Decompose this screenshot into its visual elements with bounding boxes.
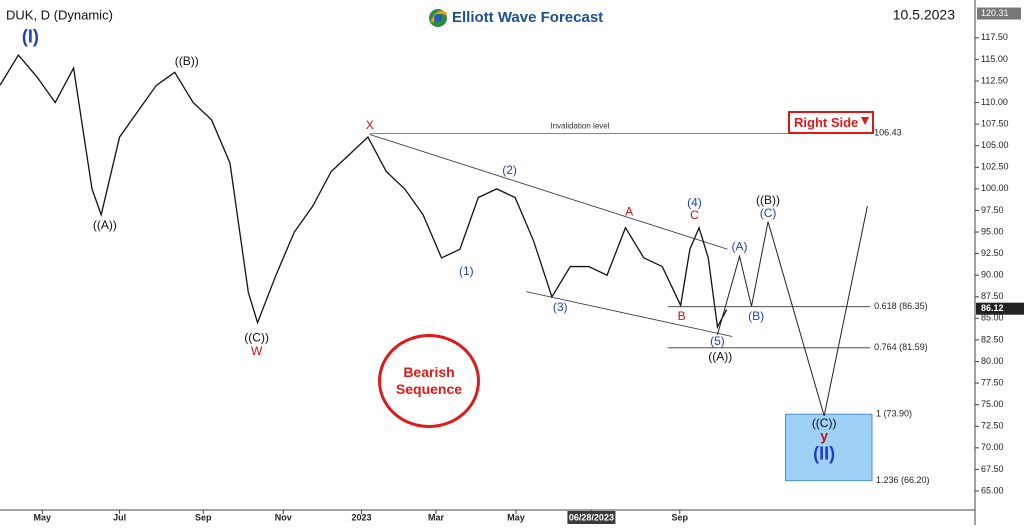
wave-label: A xyxy=(625,204,633,218)
y-tick-label: 70.00 xyxy=(981,442,1004,452)
top-price-label: 120.31 xyxy=(981,8,1009,18)
x-tick-label: May xyxy=(34,512,52,522)
channel-line xyxy=(369,134,728,250)
x-tick-label: Mar xyxy=(428,512,445,522)
projection-line xyxy=(716,206,868,417)
arrow-icon xyxy=(861,117,870,125)
wave-label: ((A)) xyxy=(93,218,117,232)
y-tick-label: 105.00 xyxy=(981,140,1009,150)
level-label: 1 (73.90) xyxy=(876,409,912,419)
x-tick-label: Nov xyxy=(275,512,292,522)
y-tick-label: 67.50 xyxy=(981,464,1004,474)
level-label: 1.236 (66.20) xyxy=(876,475,930,485)
y-tick-label: 80.00 xyxy=(981,356,1004,366)
wave-label: (I) xyxy=(22,27,39,47)
y-tick-label: 77.50 xyxy=(981,377,1004,387)
y-tick-label: 72.50 xyxy=(981,421,1004,431)
y-tick-label: 102.50 xyxy=(981,162,1009,172)
y-tick-label: 112.50 xyxy=(981,75,1008,85)
x-tick-label: Sep xyxy=(195,512,212,522)
symbol: DUK, D (Dynamic) xyxy=(6,7,113,22)
wave-label: ((C)) xyxy=(244,330,269,344)
right-side-badge: Right Side xyxy=(788,111,875,134)
y-tick-label: 87.50 xyxy=(981,291,1004,301)
level-note: Invalidation level xyxy=(550,121,609,130)
x-tick-label: May xyxy=(507,512,525,522)
last-price-label: 86.12 xyxy=(981,303,1004,313)
y-tick-label: 90.00 xyxy=(981,270,1004,280)
y-tick-label: 75.00 xyxy=(981,399,1004,409)
y-tick-label: 97.50 xyxy=(981,205,1004,215)
y-tick-label: 115.00 xyxy=(981,54,1008,64)
wave-label: ((B)) xyxy=(756,193,780,207)
wave-label: (5) xyxy=(710,334,725,348)
last-price-box xyxy=(976,302,1024,315)
wave-label: (II) xyxy=(813,444,835,464)
y-tick-label: 107.50 xyxy=(981,119,1009,129)
y-tick-label: 85.00 xyxy=(981,313,1004,323)
wave-label: (B) xyxy=(748,309,764,323)
wave-label: ((B)) xyxy=(175,54,199,68)
x-tick-label: 2023 xyxy=(351,512,371,522)
wave-label: B xyxy=(678,309,686,323)
wave-label: (2) xyxy=(502,163,517,177)
y-tick-label: 82.50 xyxy=(981,334,1004,344)
x-tick-label: Jul xyxy=(113,512,126,522)
level-label: 0.618 (86.35) xyxy=(874,301,928,311)
wave-label: ((C)) xyxy=(812,416,837,430)
x-tick-label: 06/28/2023 xyxy=(569,512,614,522)
wave-label: (3) xyxy=(553,300,568,314)
y-tick-label: 110.00 xyxy=(981,97,1008,107)
right-side-text: Right Side xyxy=(794,115,859,130)
wave-label: C xyxy=(690,208,699,222)
channel-line xyxy=(526,291,733,337)
y-tick-label: 92.50 xyxy=(981,248,1004,258)
level-label: 106.43 xyxy=(874,128,902,138)
y-tick-label: 95.00 xyxy=(981,226,1004,236)
wave-label: (4) xyxy=(687,196,702,210)
wave-label: (C) xyxy=(760,206,777,220)
wave-label: ((A)) xyxy=(708,349,732,363)
x-tick-label: Sep xyxy=(671,512,688,522)
y-tick-label: 100.00 xyxy=(981,183,1009,193)
wave-label: W xyxy=(251,344,263,358)
wave-label: (A) xyxy=(732,240,748,254)
date: 10.5.2023 xyxy=(893,7,955,23)
top-price-box xyxy=(977,7,1021,20)
x-tick-highlight xyxy=(567,511,616,524)
wave-label: (1) xyxy=(459,264,474,278)
target-box xyxy=(785,413,873,482)
wave-label: X xyxy=(366,118,374,132)
level-label: 0.764 (81.59) xyxy=(874,342,928,352)
y-tick-label: 117.50 xyxy=(981,32,1008,42)
price-line xyxy=(0,53,728,330)
bearish-sequence-badge: Bearish Sequence xyxy=(378,334,480,428)
wave-label: y xyxy=(820,427,828,443)
logo xyxy=(429,9,447,27)
y-tick-label: 65.00 xyxy=(981,485,1004,495)
brand: Elliott Wave Forecast xyxy=(452,9,603,26)
